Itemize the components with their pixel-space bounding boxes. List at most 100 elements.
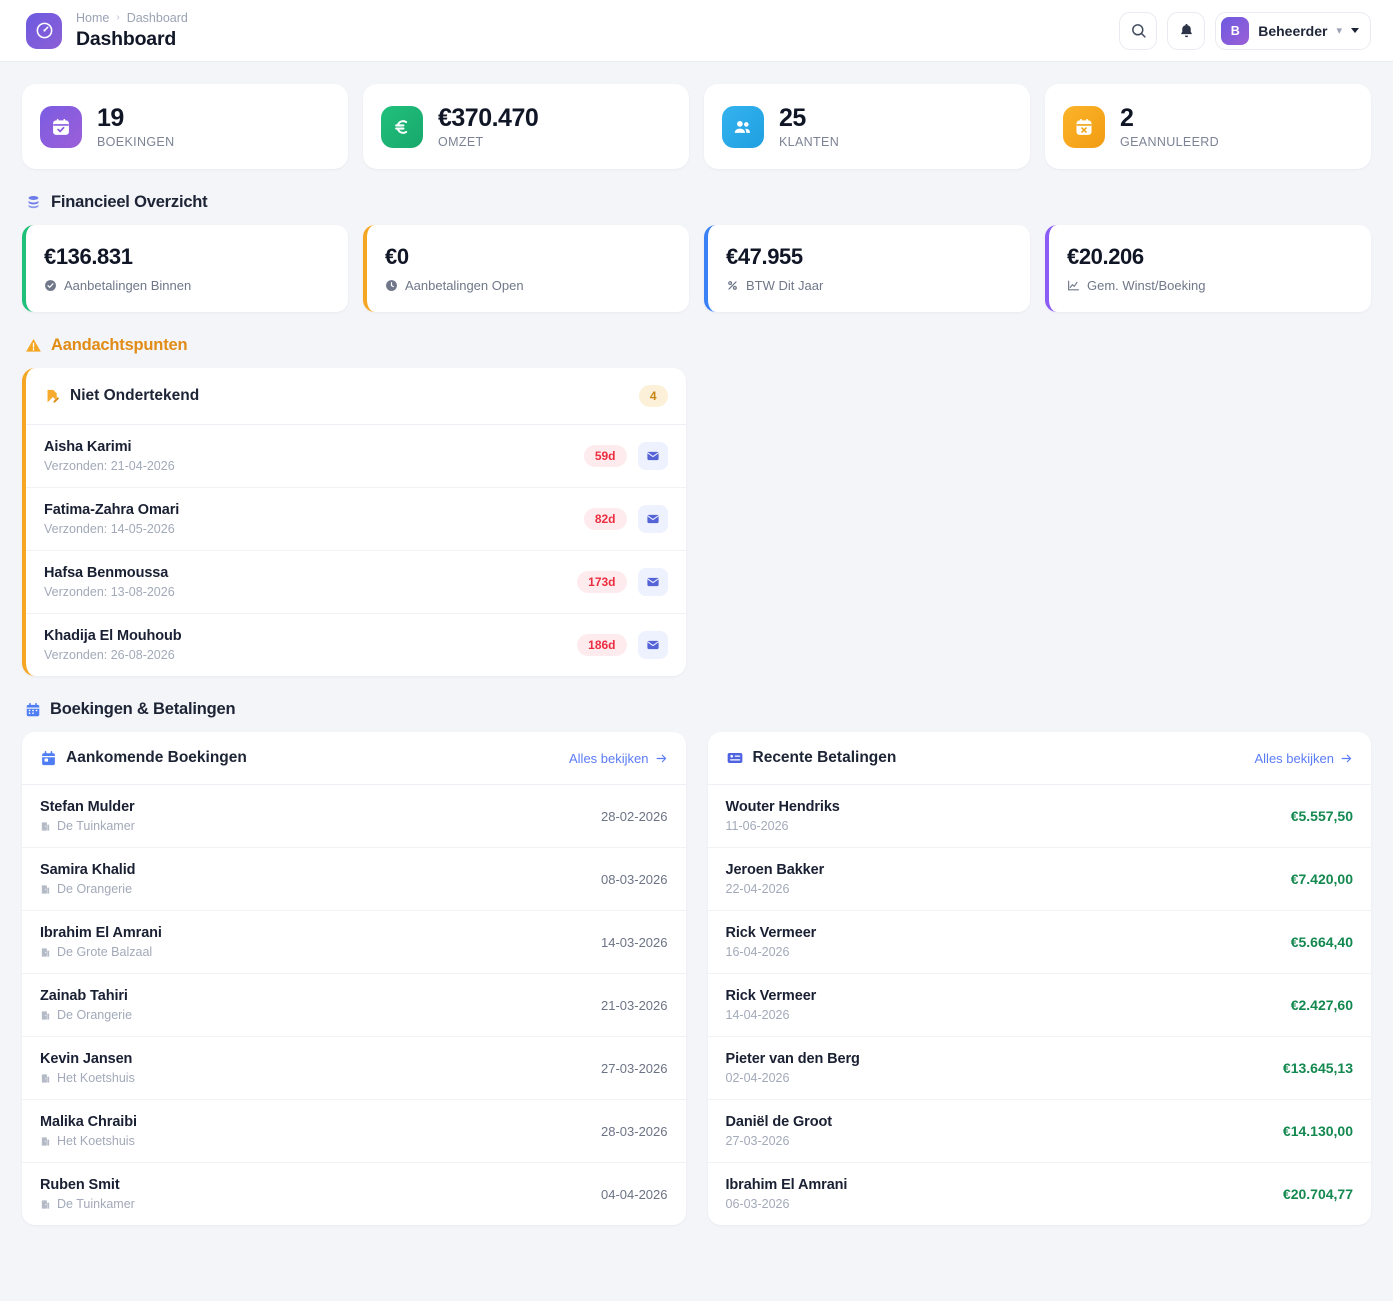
booking-client: Kevin Jansen <box>40 1051 133 1067</box>
kpi-card-clients[interactable]: 25 KLANTEN <box>704 84 1030 169</box>
recent-payments-title-group: Recente Betalingen <box>726 749 896 767</box>
booking-client: Malika Chraibi <box>40 1114 137 1130</box>
booking-venue: Het Koetshuis <box>57 1071 135 1085</box>
send-reminder-button[interactable] <box>637 442 668 470</box>
top-bar-actions: B Beheerder ▾ <box>1119 11 1371 50</box>
unsigned-count-badge: 4 <box>638 385 668 407</box>
financial-label: BTW Dit Jaar <box>746 278 824 293</box>
file-signature-icon <box>44 388 61 405</box>
unsigned-list-item[interactable]: Fatima-Zahra Omari Verzonden: 14-05-2026… <box>26 488 686 551</box>
unsigned-list-item[interactable]: Khadija El Mouhoub Verzonden: 26-08-2026… <box>26 614 686 676</box>
caret-down-icon[interactable] <box>1351 28 1359 33</box>
calendar-x-icon <box>1063 105 1105 148</box>
unsigned-list-item[interactable]: Hafsa Benmoussa Verzonden: 13-08-2026 17… <box>26 551 686 614</box>
send-reminder-button[interactable] <box>637 568 668 596</box>
payment-date: 22-04-2026 <box>725 882 790 896</box>
booking-row[interactable]: Kevin Jansen Het Koetshuis 27-03-2026 <box>22 1037 686 1100</box>
days-overdue-badge: 82d <box>583 508 627 530</box>
notifications-button[interactable] <box>1167 11 1206 50</box>
recent-payments-panel: Recente Betalingen Alles bekijken Wouter… <box>707 732 1372 1225</box>
financial-card-deposits-received[interactable]: €136.831 Aanbetalingen Binnen <box>22 225 348 312</box>
payment-row[interactable]: Wouter Hendriks 11-06-2026 €5.557,50 <box>707 785 1371 848</box>
booking-row[interactable]: Samira Khalid De Orangerie 08-03-2026 <box>22 848 686 911</box>
booking-row[interactable]: Ibrahim El Amrani De Grote Balzaal 14-03… <box>22 911 686 974</box>
check-circle-icon <box>44 279 57 292</box>
payment-date: 02-04-2026 <box>725 1071 790 1085</box>
kpi-label: KLANTEN <box>779 135 840 149</box>
app-logo[interactable] <box>26 12 62 49</box>
financial-card-vat[interactable]: €47.955 BTW Dit Jaar <box>704 225 1030 312</box>
breadcrumb-home[interactable]: Home <box>76 10 110 25</box>
booking-row[interactable]: Zainab Tahiri De Orangerie 21-03-2026 <box>22 974 686 1037</box>
booking-venue-row: De Tuinkamer <box>40 1197 135 1211</box>
kpi-card-cancelled[interactable]: 2 GEANNULEERD <box>1045 84 1371 169</box>
payment-row[interactable]: Pieter van den Berg 02-04-2026 €13.645,1… <box>707 1037 1371 1100</box>
booking-venue-row: De Orangerie <box>40 882 135 896</box>
kpi-label: BOEKINGEN <box>97 135 175 149</box>
booking-venue: De Tuinkamer <box>57 819 135 833</box>
payment-client: Rick Vermeer <box>725 988 817 1004</box>
booking-row[interactable]: Ruben Smit De Tuinkamer 04-04-2026 <box>22 1163 686 1225</box>
kpi-value: €370.470 <box>438 104 539 132</box>
unsigned-panel-title-group: Niet Ondertekend <box>44 387 199 405</box>
financial-card-deposits-open[interactable]: €0 Aanbetalingen Open <box>363 225 689 312</box>
kpi-card-revenue[interactable]: €370.470 OMZET <box>363 84 689 169</box>
user-menu[interactable]: B Beheerder ▾ <box>1215 11 1371 50</box>
financial-value: €0 <box>385 244 409 269</box>
users-icon <box>722 105 764 148</box>
unsigned-panel-header: Niet Ondertekend 4 <box>26 368 686 425</box>
payment-row[interactable]: Daniël de Groot 27-03-2026 €14.130,00 <box>707 1100 1371 1163</box>
payment-row[interactable]: Ibrahim El Amrani 06-03-2026 €20.704,77 <box>708 1163 1372 1225</box>
sent-date: Verzonden: 14-05-2026 <box>44 522 175 536</box>
unsigned-list-item[interactable]: Aisha Karimi Verzonden: 21-04-2026 59d <box>26 425 686 488</box>
booking-date: 08-03-2026 <box>601 871 668 887</box>
section-heading-label: Financieel Overzicht <box>51 193 208 211</box>
financial-label-row: Gem. Winst/Boeking <box>1067 278 1353 293</box>
financial-label: Gem. Winst/Boeking <box>1087 278 1206 293</box>
payments-view-all-link[interactable]: Alles bekijken <box>1255 751 1354 766</box>
payment-row[interactable]: Rick Vermeer 16-04-2026 €5.664,40 <box>707 911 1371 974</box>
envelope-icon <box>646 638 660 652</box>
payment-date: 14-04-2026 <box>725 1008 790 1022</box>
sent-date: Verzonden: 21-04-2026 <box>44 459 175 473</box>
calendar-day-icon <box>40 750 57 767</box>
payment-client: Rick Vermeer <box>725 925 817 941</box>
breadcrumb-current: Dashboard <box>126 10 188 25</box>
sent-date: Verzonden: 26-08-2026 <box>44 648 175 662</box>
booking-venue-row: Het Koetshuis <box>40 1134 137 1148</box>
payment-date: 11-06-2026 <box>725 819 789 833</box>
attention-section-heading: Aandachtspunten <box>25 336 1371 355</box>
kpi-label: OMZET <box>438 135 484 149</box>
send-reminder-button[interactable] <box>637 505 668 533</box>
search-button[interactable] <box>1119 11 1158 50</box>
booking-row[interactable]: Malika Chraibi Het Koetshuis 28-03-2026 <box>22 1100 686 1163</box>
venue-icon <box>40 1073 51 1084</box>
kpi-cards: 19 BOEKINGEN €370.470 OMZET <box>22 84 1371 169</box>
envelope-icon <box>646 449 660 463</box>
unsigned-panel-title: Niet Ondertekend <box>70 387 200 404</box>
client-name: Aisha Karimi <box>44 439 132 455</box>
avatar: B <box>1221 16 1250 45</box>
booking-row[interactable]: Stefan Mulder De Tuinkamer 28-02-2026 <box>22 785 686 848</box>
payment-row[interactable]: Rick Vermeer 14-04-2026 €2.427,60 <box>707 974 1371 1037</box>
calendar-check-icon <box>40 105 82 148</box>
breadcrumb: Home › Dashboard <box>76 11 188 26</box>
venue-icon <box>40 884 51 895</box>
kpi-card-bookings[interactable]: 19 BOEKINGEN <box>22 84 348 169</box>
bookings-view-all-link[interactable]: Alles bekijken <box>569 751 668 766</box>
payment-row[interactable]: Jeroen Bakker 22-04-2026 €7.420,00 <box>707 848 1371 911</box>
payment-date: 27-03-2026 <box>725 1134 790 1148</box>
gauge-icon <box>35 21 54 40</box>
booking-date: 04-04-2026 <box>601 1186 668 1202</box>
booking-client: Zainab Tahiri <box>40 988 128 1004</box>
financial-card-avg-profit[interactable]: €20.206 Gem. Winst/Boeking <box>1045 225 1371 312</box>
send-reminder-button[interactable] <box>637 631 668 659</box>
booking-client: Stefan Mulder <box>40 799 135 815</box>
booking-venue: De Tuinkamer <box>57 1197 135 1211</box>
arrow-right-icon <box>655 752 668 765</box>
bell-icon <box>1178 22 1195 39</box>
search-icon <box>1130 22 1147 39</box>
booking-date: 28-02-2026 <box>601 808 668 824</box>
financial-label-row: Aanbetalingen Binnen <box>44 278 330 293</box>
euro-icon <box>381 105 423 148</box>
